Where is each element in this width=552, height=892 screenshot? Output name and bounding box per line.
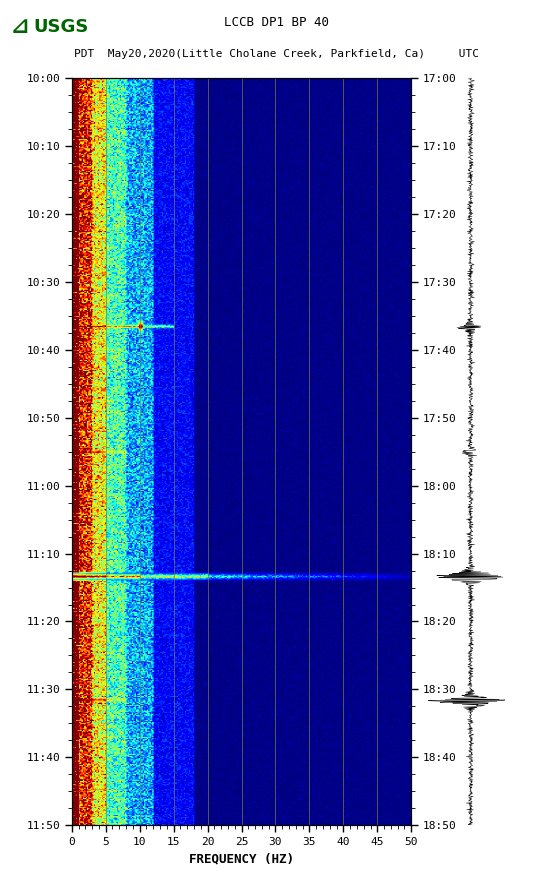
Text: USGS: USGS (33, 19, 89, 37)
Text: PDT  May20,2020(Little Cholane Creek, Parkfield, Ca)     UTC: PDT May20,2020(Little Cholane Creek, Par… (73, 49, 479, 59)
Text: ⊿: ⊿ (10, 18, 29, 37)
Text: LCCB DP1 BP 40: LCCB DP1 BP 40 (224, 16, 328, 29)
X-axis label: FREQUENCY (HZ): FREQUENCY (HZ) (189, 853, 294, 865)
